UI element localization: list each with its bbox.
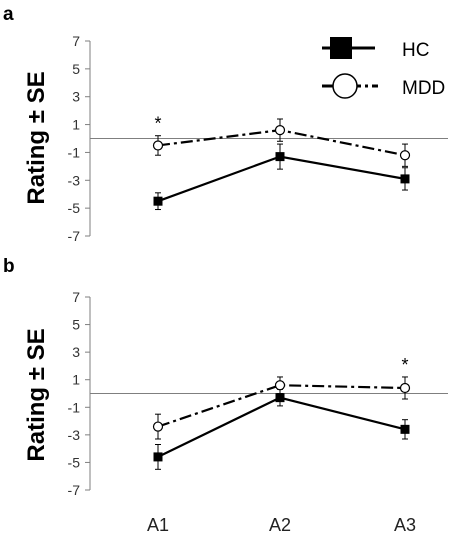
panel-b-ytick-label: 3 — [72, 344, 80, 360]
legend-mdd-label: MDD — [402, 78, 445, 99]
legend: HC MDD — [322, 37, 445, 99]
panel-a-ytick-label: -1 — [68, 144, 81, 160]
panel-b-significance-mark: * — [401, 355, 408, 375]
panel-b-mdd-point — [152, 421, 164, 432]
panel-a-mdd-point — [274, 125, 286, 136]
panel-a-series-hc-line — [157, 155, 406, 203]
x-tick-label: A3 — [394, 515, 416, 535]
legend-hc-label: HC — [402, 40, 429, 61]
panel-b-ytick-label: 1 — [72, 372, 80, 388]
panel-a-ytick-label: 3 — [72, 89, 80, 105]
panel-b-mdd-point — [274, 380, 286, 391]
panel-a-hc-point — [275, 152, 285, 162]
panel-b-series-hc-line — [157, 396, 406, 458]
panel-b-hc-point — [275, 393, 285, 403]
panel-b-mdd-point — [399, 382, 411, 394]
x-tick-label: A2 — [269, 515, 291, 535]
panel-a-ytick-label: -3 — [68, 172, 81, 188]
panel-b-ytick-label: -1 — [68, 399, 81, 415]
panel-b-hc-point — [153, 452, 163, 462]
panel-a-ytick-label: -5 — [68, 200, 81, 216]
panel-b-plot: 7 5 3 1 -1 -3 -5 -7 * — [68, 289, 448, 498]
x-tick-label: A1 — [147, 515, 169, 535]
panel-a-ytick-label: -7 — [68, 228, 81, 244]
panel-a-ylabel: Rating ± SE — [23, 71, 50, 204]
panel-b-label: b — [3, 256, 15, 277]
panel-a-significance-mark: * — [154, 114, 161, 134]
panel-b-hc-point — [400, 424, 410, 434]
panel-b-ytick-label: -5 — [68, 454, 81, 470]
x-axis-labels: A1 A2 A3 — [147, 515, 416, 535]
panel-a-ytick-label: 5 — [72, 61, 80, 77]
panel-b-series-mdd-line — [157, 384, 406, 428]
panel-a-mdd-point — [399, 150, 411, 161]
panel-b-ytick-label: 5 — [72, 317, 80, 333]
panel-a-plot: 7 5 3 1 -1 -3 -5 -7 * — [68, 33, 448, 244]
panel-a-ytick-label: 7 — [72, 33, 80, 49]
panel-a-hc-point — [400, 174, 410, 184]
panel-b-ytick-label: -7 — [68, 482, 81, 498]
panel-a-label: a — [3, 4, 14, 25]
legend-mdd-marker — [332, 73, 358, 99]
panel-a-ytick-label: 1 — [72, 117, 80, 133]
panel-b-ytick-label: 7 — [72, 289, 80, 305]
panel-a-mdd-point — [152, 140, 164, 151]
panel-b-ytick-label: -3 — [68, 427, 81, 443]
panel-b-ylabel: Rating ± SE — [23, 328, 50, 461]
legend-hc-marker — [330, 37, 352, 59]
panel-a-hc-point — [153, 196, 163, 206]
